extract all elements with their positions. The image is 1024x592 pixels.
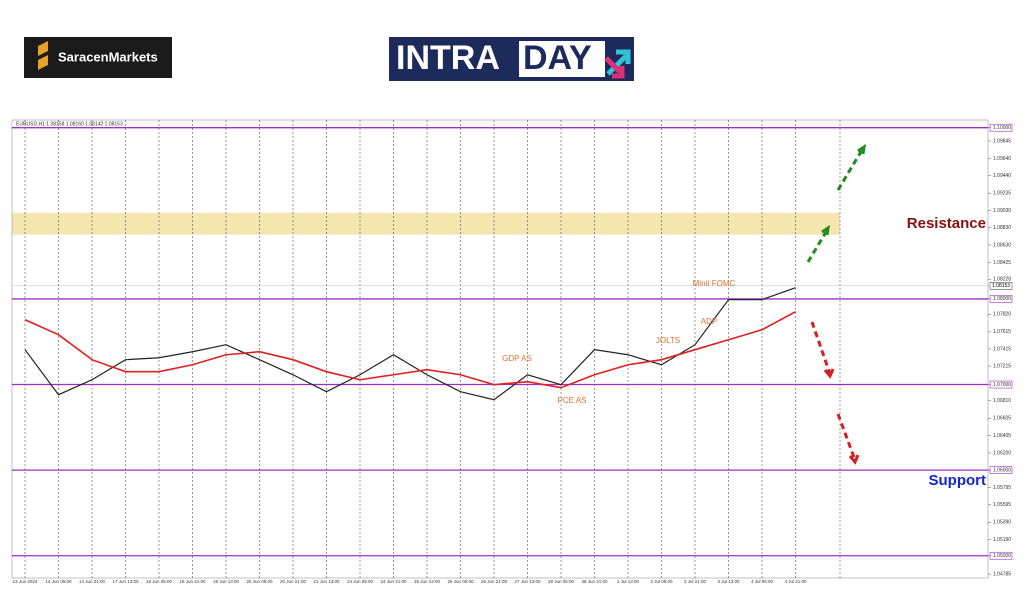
event-annotation: Minit FOMC [693, 279, 736, 288]
y-tick-label: 1.05190 [993, 537, 1011, 543]
x-tick-label: 20 Jun 21:00 [280, 579, 307, 584]
brand-name: SaracenMarkets [58, 49, 158, 64]
y-tick-label: 1.08830 [993, 225, 1011, 231]
y-tick-label: 1.08000 [993, 296, 1011, 302]
y-tick-label: 1.09440 [993, 173, 1011, 179]
x-tick-label: 26 Jun 05:00 [447, 579, 474, 584]
x-tick-label: 18 Jun 21:00 [179, 579, 206, 584]
y-tick-label: 1.06605 [993, 416, 1011, 422]
resistance-label: Resistance [907, 215, 986, 232]
resistance-zone [12, 212, 840, 235]
y-tick-label: 1.06200 [993, 450, 1011, 456]
x-tick-label: 4 Jul 05:00 [751, 579, 774, 584]
arrow-down [810, 321, 832, 375]
logo-right: DAY [523, 39, 592, 77]
x-tick-label: 2 Jul 05:00 [650, 579, 673, 584]
y-tick-label: 1.07820 [993, 312, 1011, 318]
x-tick-label: 27 Jun 13:00 [514, 579, 541, 584]
level-tag [989, 466, 1013, 474]
x-tick-label: 20 Jun 05:00 [246, 579, 273, 584]
y-tick-label: 1.08228 [993, 277, 1011, 283]
logo-arrow-up [606, 49, 631, 76]
x-tick-label: 3 Jul 13:00 [717, 579, 740, 584]
y-tick-label: 1.08425 [993, 260, 1011, 266]
logo-box [519, 41, 605, 77]
event-annotation: PCE AS [558, 396, 587, 405]
x-tick-label: 21 Jun 13:00 [313, 579, 340, 584]
level-tag [989, 295, 1013, 303]
brand-icon [38, 41, 48, 70]
event-annotation: JOLTS [656, 336, 680, 345]
y-tick-label: 1.08630 [993, 242, 1011, 248]
y-tick-label: 1.05795 [993, 485, 1011, 491]
y-tick-label: 1.05000 [993, 553, 1011, 559]
x-tick-label: 25 Jun 13:00 [414, 579, 441, 584]
y-tick-label: 1.09845 [993, 138, 1011, 144]
y-tick-label: 1.07000 [993, 382, 1011, 388]
y-tick-label: 1.09640 [993, 156, 1011, 162]
plot-frame [11, 119, 989, 579]
y-tick-label: 1.07615 [993, 329, 1011, 335]
arrowhead [821, 224, 830, 236]
y-tick-label: 1.05595 [993, 502, 1011, 508]
arrowhead [823, 368, 835, 379]
x-tick-label: 13 Jun 2024 [13, 579, 38, 584]
arrow-down [836, 413, 857, 461]
arrow-up [806, 231, 828, 263]
y-tick-label: 1.09235 [993, 191, 1011, 197]
y-tick-label: 1.06810 [993, 398, 1011, 404]
y-tick-label: 1.07215 [993, 363, 1011, 369]
x-tick-label: 24 Jun 21:00 [380, 579, 407, 584]
event-annotation: GDP AS [502, 354, 532, 363]
moving-average [24, 311, 796, 389]
x-tick-label: 24 Jun 05:00 [347, 579, 374, 584]
last-price-tag [989, 282, 1013, 290]
level-tag [989, 380, 1013, 389]
event-annotation: ADP [701, 317, 717, 326]
x-tick-label: 14 Jun 21:00 [79, 579, 106, 584]
y-tick-label: 1.10000 [993, 125, 1011, 131]
arrowhead [848, 454, 860, 465]
x-tick-label: 28 Jun 05:00 [548, 579, 575, 584]
level-tag [989, 551, 1013, 560]
chart-header: EURUSD,H1 1.08158 1.08160 1.08142 1.0815… [16, 121, 123, 127]
y-tick-label: 1.04785 [993, 571, 1011, 577]
x-tick-label: 26 Jun 21:00 [481, 579, 508, 584]
support-label: Support [929, 472, 987, 489]
x-tick-label: 4 Jul 21:00 [784, 579, 807, 584]
x-tick-label: 19 Jun 13:00 [213, 579, 240, 584]
y-tick-label: 1.06000 [993, 467, 1011, 473]
brand-logo [24, 37, 172, 78]
level-tag [989, 123, 1013, 132]
logo-arrow-down [604, 56, 625, 79]
arrow-up [836, 149, 864, 191]
x-tick-label: 2 Jul 21:00 [684, 579, 707, 584]
x-tick-label: 1 Jul 13:00 [617, 579, 640, 584]
y-tick-label: 1.05390 [993, 520, 1011, 526]
price-line [24, 287, 796, 401]
y-tick-label: 1.06405 [993, 433, 1011, 439]
arrowhead [857, 143, 866, 155]
scenario-arrows [806, 143, 866, 465]
y-tick-label: 1.07415 [993, 346, 1011, 352]
y-tick-label: 1.09030 [993, 208, 1011, 214]
last-price-label: 1.08153 [992, 283, 1010, 289]
x-tick-label: 28 Jun 21:00 [581, 579, 608, 584]
x-tick-label: 14 Jun 05:00 [45, 579, 72, 584]
x-tick-label: 17 Jun 13:00 [112, 579, 139, 584]
logo-left: INTRA [396, 39, 500, 77]
x-tick-label: 18 Jun 05:00 [146, 579, 173, 584]
